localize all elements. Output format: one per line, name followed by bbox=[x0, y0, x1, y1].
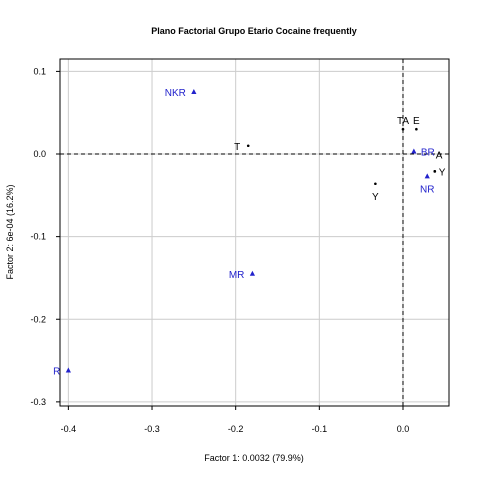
row-point-label: Y bbox=[439, 167, 446, 178]
row-point-label: T bbox=[234, 142, 240, 153]
row-point-label: TA bbox=[397, 116, 409, 127]
x-tick-label: -0.1 bbox=[312, 424, 328, 434]
column-point bbox=[411, 148, 417, 154]
column-point bbox=[65, 367, 71, 373]
x-tick-label: -0.2 bbox=[228, 424, 244, 434]
x-tick-label: -0.3 bbox=[144, 424, 160, 434]
column-point-label: R bbox=[53, 366, 60, 377]
plot-frame bbox=[59, 58, 450, 407]
y-tick-label: 0.0 bbox=[33, 149, 46, 159]
grid bbox=[60, 59, 449, 406]
y-tick-label: -0.2 bbox=[30, 314, 46, 324]
row-point bbox=[401, 127, 405, 131]
row-point bbox=[415, 127, 418, 131]
row-point bbox=[433, 170, 437, 173]
x-tick-label: 0.0 bbox=[397, 424, 410, 434]
y-tick-label: -0.1 bbox=[30, 232, 46, 242]
reference-lines bbox=[60, 59, 449, 406]
row-point bbox=[374, 182, 377, 186]
row-point-label: A bbox=[436, 150, 443, 161]
y-tick-label: 0.1 bbox=[33, 66, 46, 76]
column-point-label: NR bbox=[420, 184, 434, 195]
column-point-label: NKR bbox=[165, 88, 186, 99]
axis-ticks: -0.4 -0.3 -0.2 -0.1 0.0 -0.3 -0.2 -0.1 0.0 0.1 bbox=[30, 66, 409, 434]
y-tick-label: -0.3 bbox=[30, 397, 46, 407]
y-axis-label: Factor 2: 6e-04 (16.2%) bbox=[5, 184, 15, 279]
row-point-label: Y bbox=[372, 192, 379, 203]
row-point bbox=[246, 144, 250, 148]
column-point bbox=[424, 173, 430, 179]
x-axis-label: Factor 1: 0.0032 (79.9%) bbox=[204, 453, 304, 463]
column-point-label: BR bbox=[421, 148, 435, 159]
column-point bbox=[249, 270, 256, 276]
chart-title: Plano Factorial Grupo Etario Cocaine fre… bbox=[151, 26, 357, 36]
x-tick-label: -0.4 bbox=[61, 424, 77, 434]
row-point-label: E bbox=[413, 116, 420, 127]
column-point-label: MR bbox=[229, 270, 245, 281]
column-point bbox=[191, 89, 197, 95]
